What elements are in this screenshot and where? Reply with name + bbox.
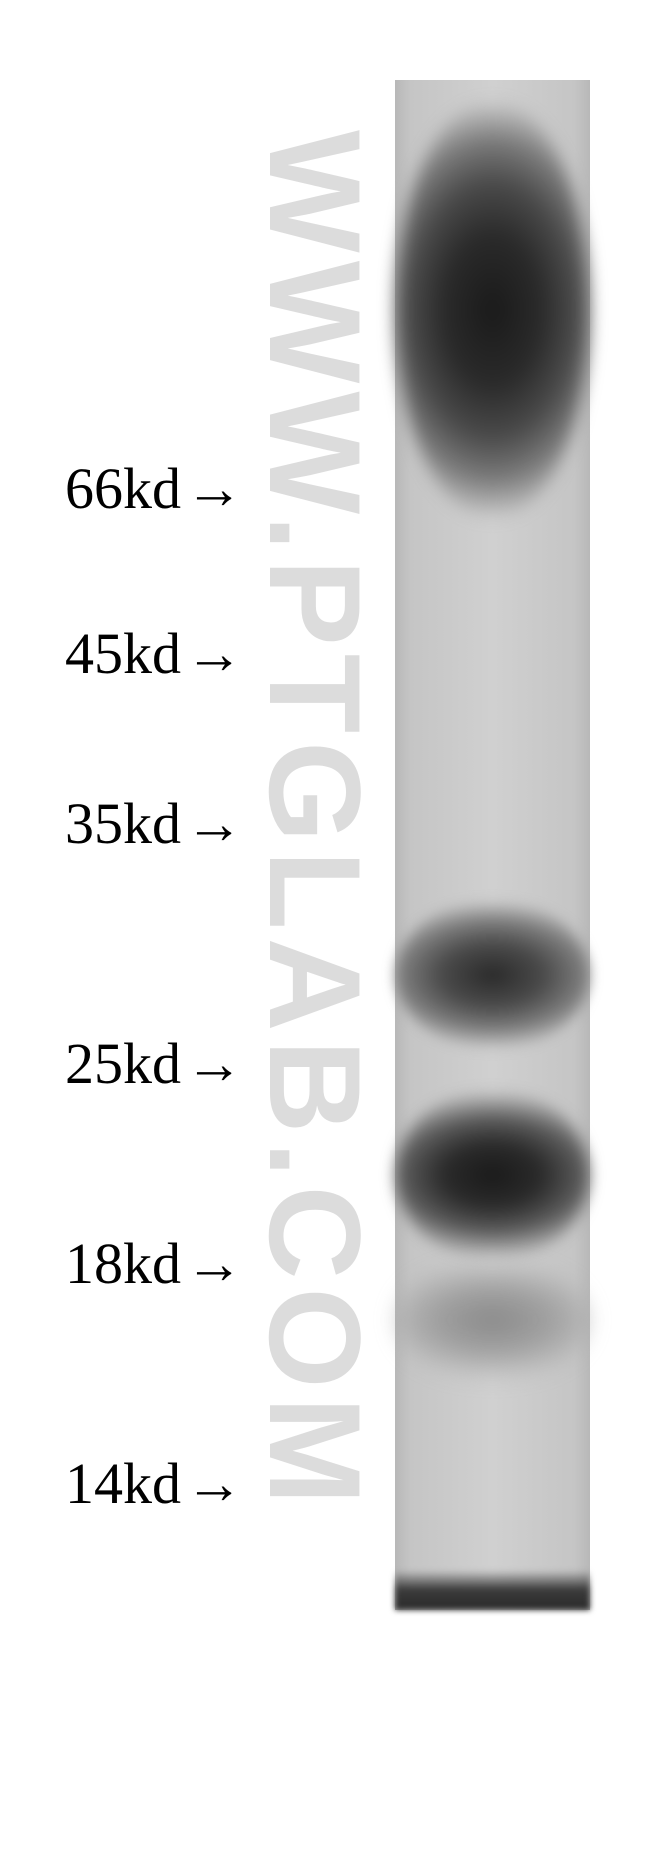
marker-label: 45kd	[65, 620, 181, 687]
band-mid-lower	[395, 1090, 590, 1260]
marker-25kd: 25kd →	[65, 1030, 243, 1097]
arrow-icon: →	[185, 455, 243, 522]
marker-label: 18kd	[65, 1230, 181, 1297]
marker-35kd: 35kd →	[65, 790, 243, 857]
band-large-upper	[395, 100, 590, 520]
arrow-icon: →	[185, 1450, 243, 1517]
arrow-icon: →	[185, 1030, 243, 1097]
marker-label: 66kd	[65, 455, 181, 522]
watermark-text: WWW.PTGLAB.COM	[240, 130, 390, 1513]
arrow-icon: →	[185, 620, 243, 687]
marker-18kd: 18kd →	[65, 1230, 243, 1297]
band-bottom-edge	[395, 1570, 590, 1610]
marker-label: 14kd	[65, 1450, 181, 1517]
marker-45kd: 45kd →	[65, 620, 243, 687]
band-smear	[395, 1260, 590, 1380]
western-blot-figure: WWW.PTGLAB.COM 66kd → 45kd → 35kd → 25kd…	[0, 0, 650, 1855]
blot-lane	[395, 80, 590, 1610]
marker-label: 35kd	[65, 790, 181, 857]
marker-14kd: 14kd →	[65, 1450, 243, 1517]
arrow-icon: →	[185, 790, 243, 857]
marker-label: 25kd	[65, 1030, 181, 1097]
marker-66kd: 66kd →	[65, 455, 243, 522]
band-mid-upper	[395, 900, 590, 1050]
arrow-icon: →	[185, 1230, 243, 1297]
